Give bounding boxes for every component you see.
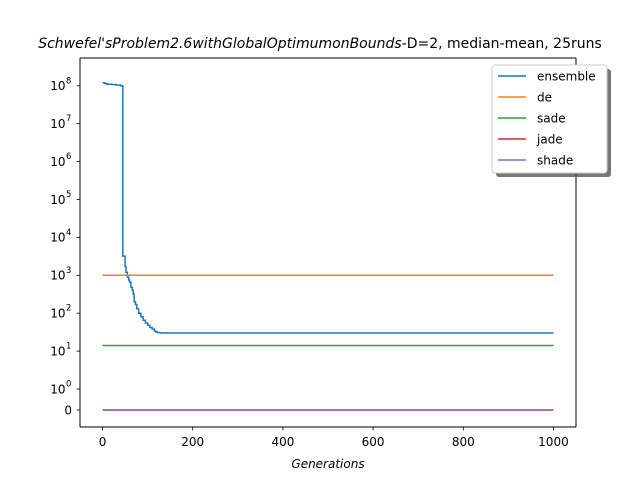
legend: ensemble de sade jade shade xyxy=(491,64,611,177)
y-tick-exponent: 5 xyxy=(66,189,71,199)
x-tick-label: 800 xyxy=(452,435,475,449)
legend-label-sade: sade xyxy=(537,111,566,125)
y-tick-label: 10 xyxy=(50,155,65,169)
legend-label-ensemble: ensemble xyxy=(537,69,596,83)
legend-items: ensemble de sade jade shade xyxy=(498,69,596,167)
y-tick-label: 0 xyxy=(64,403,72,417)
y-tick-label: 10 xyxy=(50,344,65,358)
x-axis-label: Generations xyxy=(291,457,364,471)
chart-title-italic: Schwefel'sProblem2.6withGlobalOptimumonB… xyxy=(38,36,401,52)
y-tick-exponent: 3 xyxy=(66,265,71,275)
y-tick-exponent: 2 xyxy=(66,303,71,313)
y-tick-label: 10 xyxy=(50,231,65,245)
y-tick-exponent: 7 xyxy=(66,113,71,123)
y-tick-exponent: 6 xyxy=(66,151,71,161)
x-tick-label: 200 xyxy=(181,435,204,449)
x-tick-label: 1000 xyxy=(538,435,569,449)
chart-title-rest: -D=2, median-mean, 25runs xyxy=(402,36,602,52)
x-tick-label: 400 xyxy=(271,435,294,449)
x-axis-ticks: 0 200 400 600 800 1000 xyxy=(99,427,569,449)
legend-label-jade: jade xyxy=(536,132,563,146)
y-tick-label: 10 xyxy=(50,117,65,131)
y-tick-exponent: 1 xyxy=(66,341,71,351)
legend-box xyxy=(491,64,608,174)
legend-label-de: de xyxy=(537,90,552,104)
y-tick-exponent: 8 xyxy=(66,75,71,85)
legend-label-shade: shade xyxy=(537,153,573,167)
chart-title: Schwefel'sProblem2.6withGlobalOptimumonB… xyxy=(38,36,602,52)
y-tick-label: 10 xyxy=(50,269,65,283)
y-tick-exponent: 0 xyxy=(66,379,71,389)
series-line-ensemble xyxy=(102,82,554,334)
y-tick-label: 10 xyxy=(50,307,65,321)
x-tick-label: 600 xyxy=(362,435,385,449)
y-tick-label: 10 xyxy=(50,382,65,396)
series-lines xyxy=(102,82,554,411)
y-tick-label: 10 xyxy=(50,193,65,207)
y-tick-exponent: 4 xyxy=(66,227,71,237)
y-tick-label: 10 xyxy=(50,79,65,93)
x-tick-label: 0 xyxy=(99,435,107,449)
